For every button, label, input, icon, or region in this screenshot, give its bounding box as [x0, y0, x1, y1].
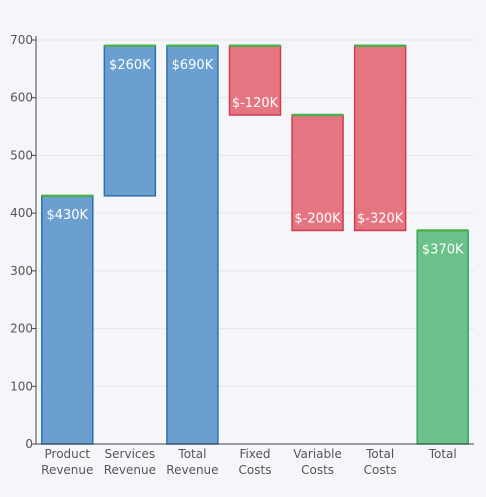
- x-tick-label: Product: [45, 447, 91, 461]
- y-tick-label: 700: [10, 33, 33, 47]
- waterfall-bar: [291, 114, 344, 232]
- y-tick-label: 200: [10, 322, 33, 336]
- y-tick-label: 300: [10, 264, 33, 278]
- labels-layer: $430K $260K $690K $-120K $-200K $-320K $370K: [46, 58, 464, 258]
- waterfall-bar: [41, 195, 94, 445]
- waterfall-bar: [166, 45, 219, 445]
- x-tick-label: Total: [365, 447, 394, 461]
- bar-value-label: $370K: [422, 242, 464, 257]
- bar-value-label: $-120K: [232, 96, 279, 111]
- x-tick-label: Costs: [239, 463, 272, 477]
- y-tick-label: 100: [10, 379, 33, 393]
- x-tick-label: Revenue: [41, 463, 93, 477]
- bar-value-label: $260K: [109, 58, 151, 73]
- x-tick-label: Services: [105, 447, 156, 461]
- bars-layer: [41, 44, 469, 445]
- x-tick-label: Revenue: [166, 463, 218, 477]
- waterfall-bar: [353, 45, 407, 232]
- axis-layer: 0 100 200 300 400 500 600 700 Product Revenue Serv…: [10, 33, 474, 477]
- waterfall-bar: [228, 45, 282, 116]
- bar-value-label: $430K: [46, 208, 88, 223]
- x-tick-label: Fixed: [239, 447, 270, 461]
- x-tick-label: Costs: [364, 463, 397, 477]
- y-tick-label: 0: [25, 437, 33, 451]
- bar-value-label: $-200K: [294, 211, 341, 226]
- y-tick-label: 600: [10, 91, 33, 105]
- x-tick-label: Total: [428, 447, 457, 461]
- x-tick-label: Revenue: [104, 463, 156, 477]
- y-tick-label: 500: [10, 148, 33, 162]
- x-tick-label: Total: [177, 447, 206, 461]
- bar-value-label: $690K: [172, 58, 214, 73]
- waterfall-bar: [103, 45, 157, 197]
- y-tick-label: 400: [10, 206, 33, 220]
- x-tick-label: Costs: [301, 463, 334, 477]
- waterfall-bar: [416, 229, 469, 445]
- x-tick-label: Variable: [293, 447, 342, 461]
- bar-value-label: $-320K: [357, 211, 404, 226]
